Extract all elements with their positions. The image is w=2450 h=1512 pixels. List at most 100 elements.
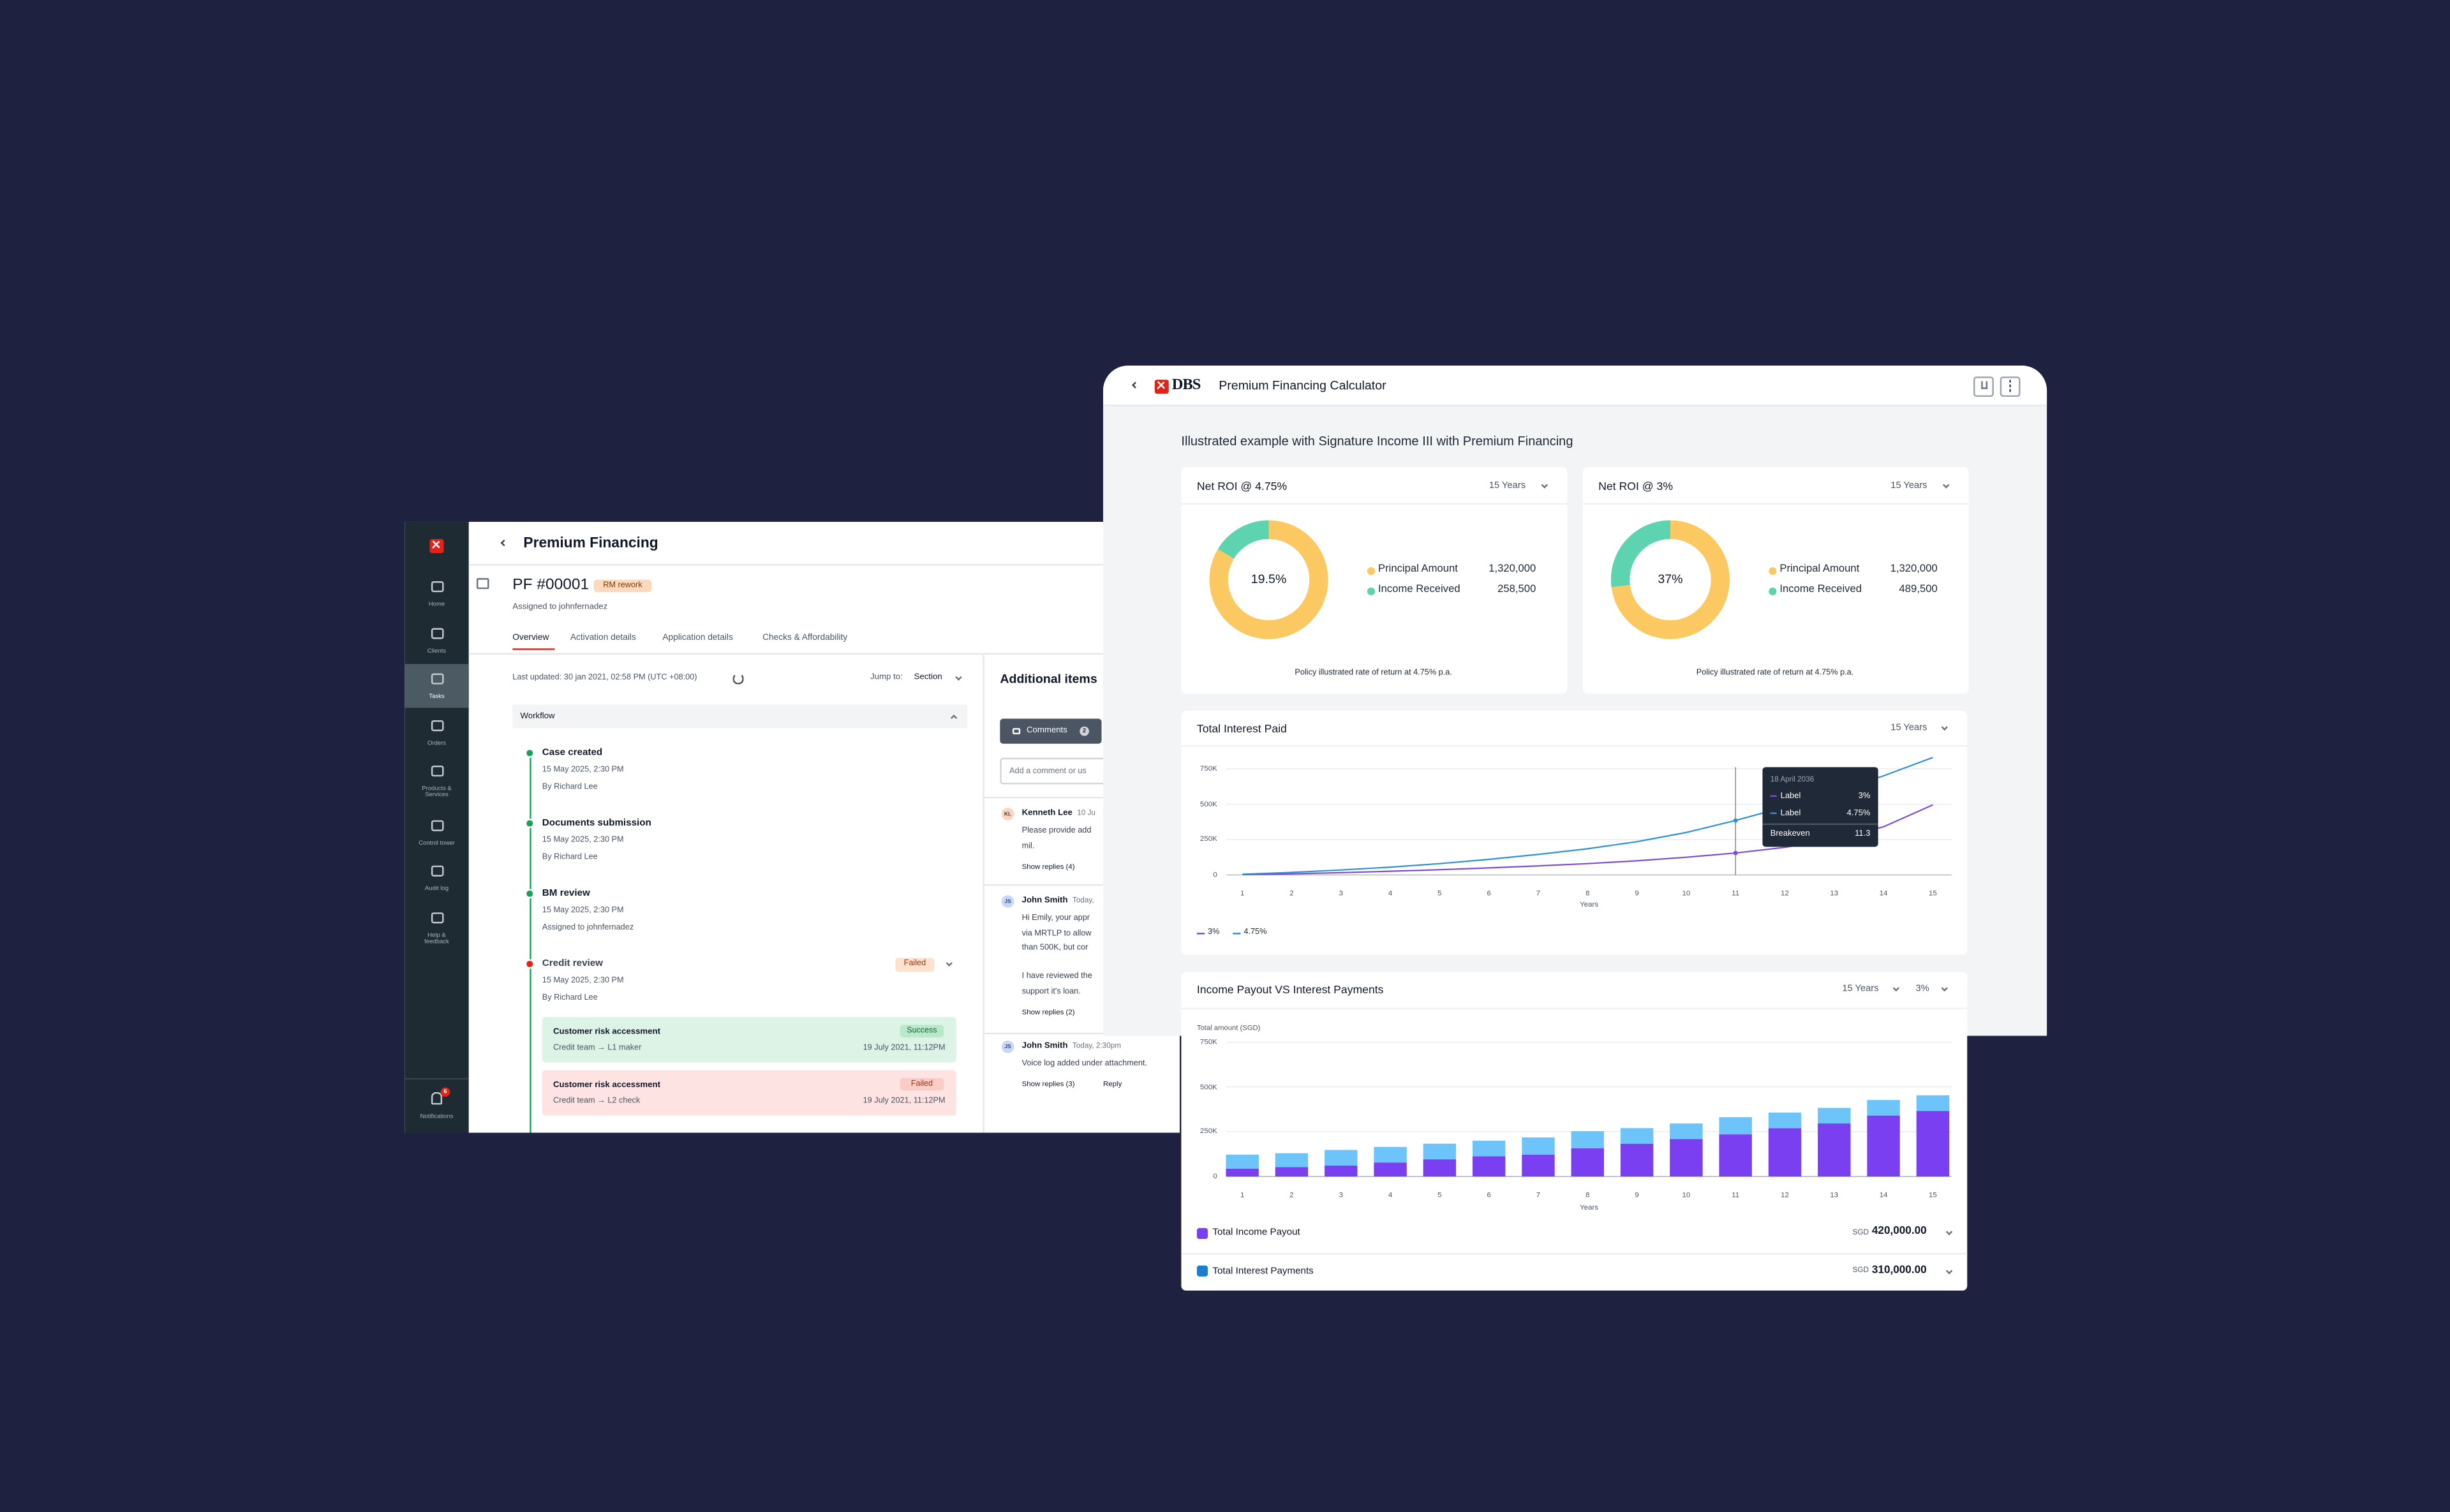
chevron[interactable] — [946, 960, 953, 967]
x-tick-label: 3 — [1339, 1190, 1343, 1198]
step-title: BM review — [542, 887, 590, 899]
legend-label: Total Interest Payments — [1212, 1265, 1314, 1277]
card-title: Income Payout VS Interest Payments — [1196, 981, 1384, 996]
nav-icon[interactable] — [430, 819, 443, 831]
step-date: 15 May 2025, 2:30 PM — [542, 906, 624, 915]
period-select[interactable]: 15 Years — [1489, 481, 1526, 491]
comments-label[interactable]: Comments — [1026, 726, 1067, 736]
x-tick-label: 8 — [1585, 888, 1590, 896]
period-select[interactable]: 15 Years — [1842, 984, 1879, 994]
nav-label[interactable]: Products & — [422, 783, 452, 791]
plot — [1610, 520, 1730, 639]
tab[interactable]: Application details — [662, 634, 733, 644]
nav-label[interactable]: Help & — [427, 930, 446, 938]
status-badge — [593, 579, 652, 593]
show-replies[interactable]: Show replies (3) — [1021, 1079, 1075, 1088]
jump-label: Jump to: — [870, 672, 903, 683]
bar-segment — [1916, 1111, 1950, 1177]
case-id: PF #00001 — [512, 576, 590, 594]
bar-segment — [1670, 1123, 1703, 1139]
chevron[interactable] — [955, 674, 962, 681]
x-tick-label: 9 — [1635, 888, 1639, 896]
nav-active-bg — [405, 663, 469, 708]
nav-label[interactable]: Control tower — [419, 838, 455, 846]
comment-icon — [1011, 727, 1020, 735]
tooltip-value: 4.75% — [1846, 808, 1871, 818]
tab[interactable]: Overview — [512, 634, 549, 644]
x-axis-title: Years — [1580, 900, 1599, 908]
legend-label: Principal Amount — [1779, 563, 1860, 575]
nav-icon[interactable] — [430, 864, 443, 876]
bar-segment — [1916, 1095, 1950, 1111]
card-title: Net ROI @ 4.75% — [1196, 478, 1288, 493]
legend-label: 3% — [1208, 928, 1220, 938]
bar-segment — [1620, 1143, 1654, 1177]
substep-card — [542, 1070, 956, 1116]
period-select[interactable]: 15 Years — [1890, 481, 1927, 491]
divider — [984, 1032, 1180, 1034]
tooltip — [1762, 767, 1878, 847]
y-tick-label: 500K — [1199, 799, 1217, 808]
nav-label[interactable]: Audit log — [424, 883, 449, 891]
comment-time: 10 Ju — [1077, 810, 1096, 819]
substep-badge — [900, 1025, 944, 1038]
show-replies[interactable]: Show replies (4) — [1021, 862, 1075, 870]
download-button[interactable] — [1973, 375, 1994, 396]
substep-status: Failed — [910, 1079, 933, 1090]
chevron[interactable] — [500, 539, 507, 547]
case-window: Home Clients Tasks Orders Products & Services… — [405, 521, 1180, 1133]
nav-label[interactable]: Services — [425, 790, 449, 798]
x-tick-label: 4 — [1388, 1190, 1393, 1198]
nav-icon[interactable] — [430, 672, 443, 684]
card-title: Net ROI @ 3% — [1598, 478, 1673, 493]
period-select[interactable]: 15 Years — [1890, 723, 1927, 733]
bar-segment — [1522, 1154, 1555, 1177]
reply-link[interactable]: Reply — [1102, 1079, 1122, 1088]
legend-dot — [1768, 566, 1776, 575]
tab[interactable]: Activation details — [570, 634, 636, 644]
legend-amount: 420,000.00 — [1871, 1226, 1927, 1238]
legend-currency: SGD — [1852, 1229, 1869, 1238]
hover-point — [1733, 850, 1738, 856]
hover-point — [1733, 818, 1738, 823]
nav-icon[interactable] — [430, 580, 443, 591]
comment-meta: Kenneth Lee 10 Ju — [1022, 809, 1095, 820]
show-replies[interactable]: Show replies (2) — [1021, 1007, 1075, 1016]
step-by: By Richard Lee — [542, 782, 598, 792]
payout-card: Income Payout VS Interest Payments 15 Yea… — [1181, 972, 1968, 1291]
nav-icon[interactable] — [430, 627, 443, 639]
bar-segment — [1867, 1100, 1900, 1116]
y-axis-title: Total amount (SGD) — [1196, 1023, 1261, 1032]
nav-label[interactable]: Orders — [427, 737, 447, 746]
bell-icon[interactable] — [431, 1092, 443, 1105]
nav-label[interactable]: Home — [428, 598, 445, 607]
substep-date: 19 July 2021, 11:12PM — [863, 1096, 946, 1106]
x-tick-label: 12 — [1781, 1190, 1789, 1198]
x-tick-label: 5 — [1437, 1190, 1442, 1198]
nav-label[interactable]: Tasks — [429, 690, 445, 699]
nav-label[interactable]: Notifications — [420, 1111, 454, 1120]
nav-label[interactable]: feedback — [424, 937, 449, 945]
nav-icon[interactable] — [430, 911, 443, 923]
tooltip-date: 18 April 2036 — [1770, 776, 1815, 784]
x-tick-label: 9 — [1635, 1190, 1639, 1198]
divider — [468, 653, 1180, 654]
comment-author: John Smith — [1021, 1041, 1068, 1051]
nav-icon[interactable] — [430, 719, 443, 730]
notification-badge — [440, 1087, 450, 1097]
bar-segment — [1620, 1128, 1654, 1144]
panel-toggle[interactable] — [476, 577, 489, 589]
comment-line: Voice log added under attachment. — [1021, 1059, 1148, 1069]
jump-select[interactable]: Section — [914, 672, 942, 683]
nav-label[interactable]: Clients — [427, 645, 447, 654]
substep-team: Credit team → L2 check — [553, 1096, 641, 1106]
refresh-icon[interactable] — [732, 673, 743, 684]
substep-status: Success — [907, 1027, 937, 1036]
rate-select[interactable]: 3% — [1915, 984, 1929, 994]
legend-label: Income Received — [1779, 584, 1862, 595]
nav-icon[interactable] — [430, 764, 443, 776]
x-tick-label: 15 — [1928, 1190, 1937, 1198]
legend-value: 1,320,000 — [1890, 563, 1938, 575]
bar-segment — [1325, 1150, 1358, 1166]
tab[interactable]: Checks & Affordability — [762, 634, 848, 644]
